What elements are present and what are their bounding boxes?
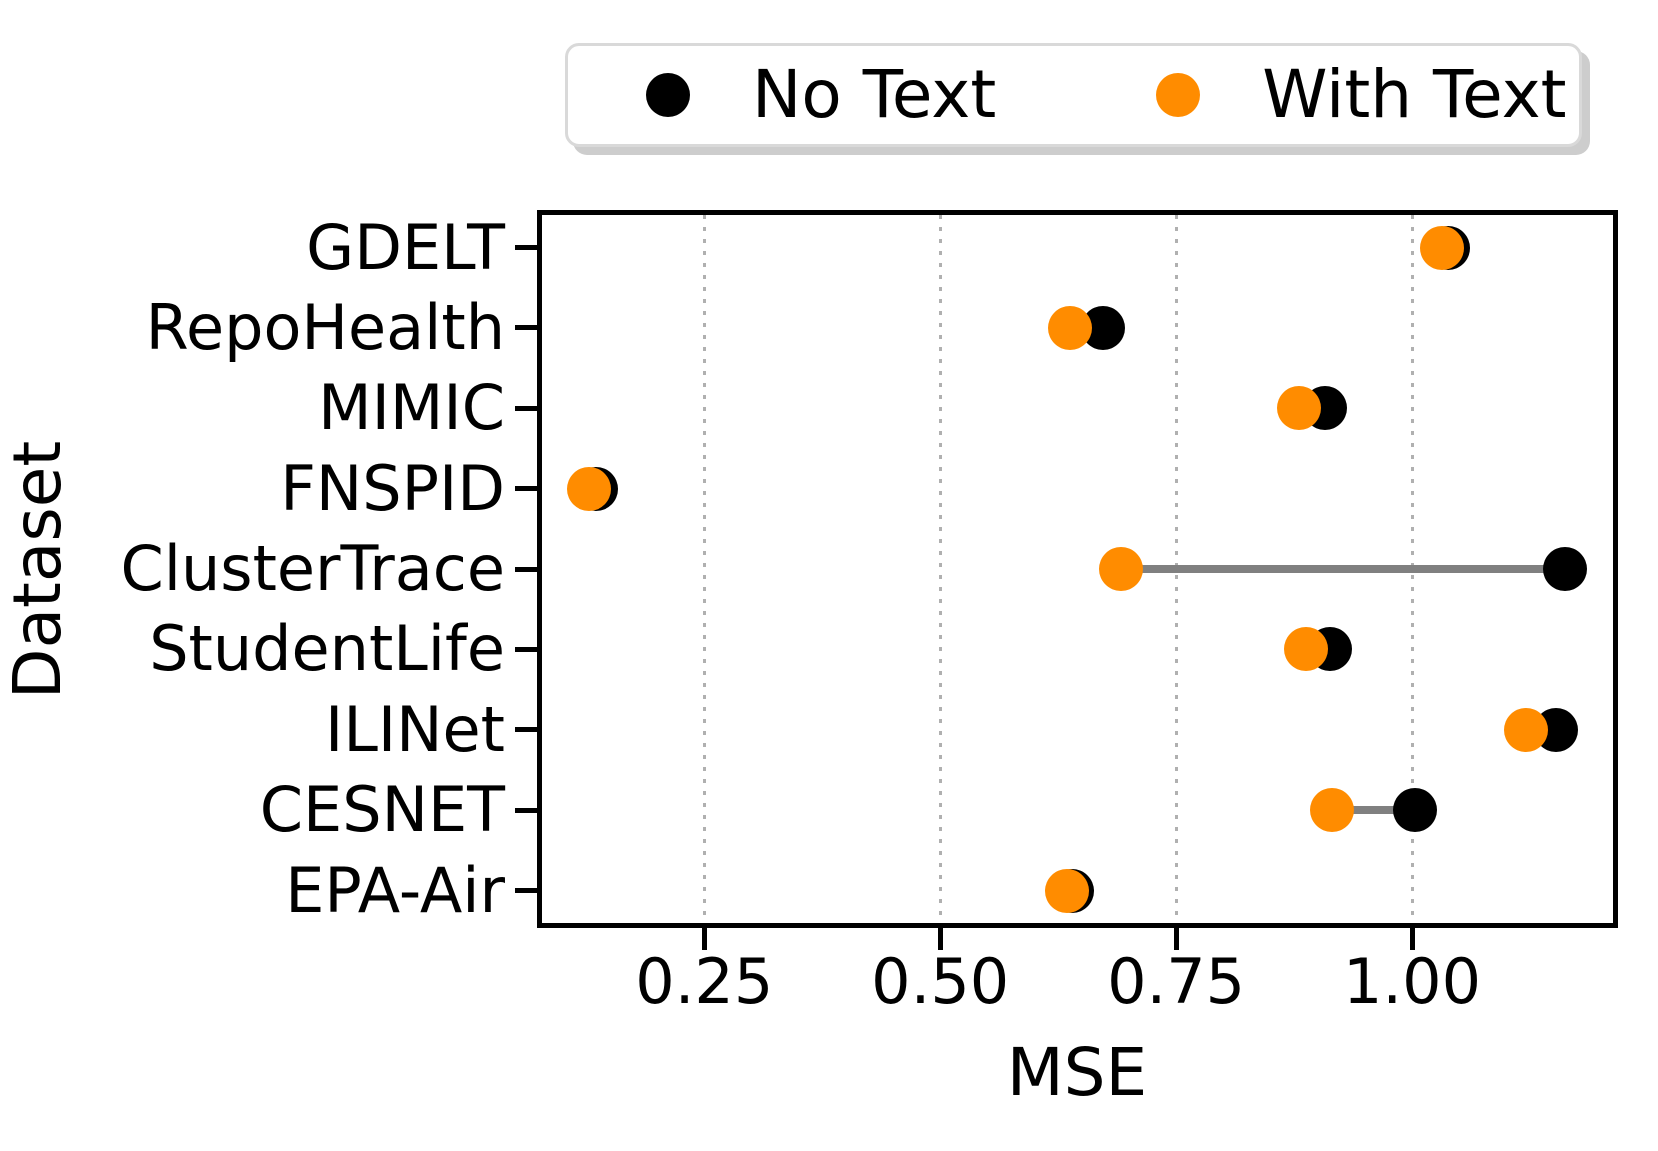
with-text-dot xyxy=(1504,707,1549,752)
y-tick-mark xyxy=(515,245,537,250)
x-tick-label: 1.00 xyxy=(1342,945,1482,1018)
y-tick-mark xyxy=(515,646,537,652)
legend-item-no-text: No Text xyxy=(646,62,996,128)
legend-item-with-text: With Text xyxy=(1156,56,1567,133)
with-text-dot xyxy=(1048,305,1093,350)
y-tick-label: CESNET xyxy=(259,773,505,847)
x-tick-label: 0.25 xyxy=(635,945,774,1018)
with-text-dot xyxy=(1420,225,1465,270)
x-tick-label: 0.75 xyxy=(1107,945,1246,1018)
y-tick-label: EPA-Air xyxy=(285,853,505,927)
x-tick-mark xyxy=(1173,928,1179,950)
connector-line xyxy=(1331,806,1415,815)
y-tick-label: ClusterTrace xyxy=(120,532,505,605)
no-text-dot xyxy=(1542,547,1587,591)
plot-area xyxy=(537,210,1618,928)
legend: No Text With Text xyxy=(565,43,1582,147)
legend-label-no-text: No Text xyxy=(752,56,997,133)
y-tick-label: GDELT xyxy=(306,210,505,284)
connector-line xyxy=(1121,565,1565,573)
x-axis-title: MSE xyxy=(1006,1034,1148,1111)
no-text-marker-icon xyxy=(646,73,690,117)
with-text-dot xyxy=(1099,547,1144,591)
x-tick-label: 0.50 xyxy=(871,945,1010,1018)
y-tick-label: RepoHealth xyxy=(145,290,505,364)
with-text-dot xyxy=(1309,788,1354,833)
y-tick-mark xyxy=(515,405,537,411)
x-tick-mark xyxy=(1409,928,1415,950)
y-tick-mark xyxy=(515,486,537,492)
x-tick-mark xyxy=(937,928,943,950)
with-text-marker-icon xyxy=(1156,73,1201,117)
with-text-dot xyxy=(567,466,612,511)
y-tick-mark xyxy=(515,888,537,893)
with-text-dot xyxy=(1044,868,1089,913)
y-tick-mark xyxy=(515,727,537,733)
x-tick-mark xyxy=(701,928,707,950)
y-tick-mark xyxy=(515,566,537,572)
no-text-dot xyxy=(1392,788,1437,833)
gridline xyxy=(702,215,706,923)
y-tick-label: StudentLife xyxy=(149,612,505,686)
gridline xyxy=(938,215,942,923)
y-tick-label: ILINet xyxy=(325,692,505,766)
with-text-dot xyxy=(1276,386,1321,431)
y-tick-label: MIMIC xyxy=(318,371,505,445)
y-tick-mark xyxy=(515,807,537,813)
with-text-dot xyxy=(1284,627,1329,672)
y-tick-label: FNSPID xyxy=(280,451,505,525)
y-tick-mark xyxy=(515,325,537,331)
legend-label-with-text: With Text xyxy=(1262,56,1567,133)
